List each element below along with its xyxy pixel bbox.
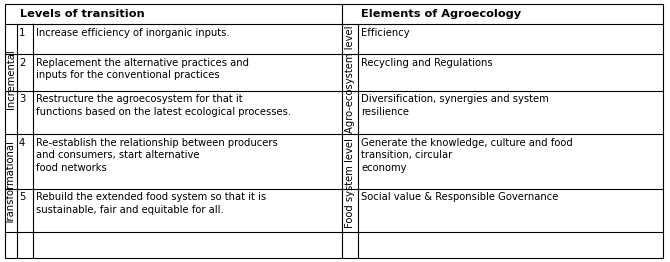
Text: Incremental: Incremental — [6, 49, 16, 109]
Text: 1: 1 — [19, 28, 25, 37]
Text: Recycling and Regulations: Recycling and Regulations — [361, 57, 492, 68]
Text: Efficiency: Efficiency — [361, 28, 409, 37]
Text: Replacement the alternative practices and
inputs for the conventional practices: Replacement the alternative practices an… — [36, 57, 249, 80]
Text: Transformational: Transformational — [6, 141, 16, 225]
Text: Diversification, synergies and system
resilience: Diversification, synergies and system re… — [361, 95, 549, 117]
Text: Elements of Agroecology: Elements of Agroecology — [361, 9, 521, 19]
Text: 2: 2 — [19, 57, 25, 68]
Text: Re-establish the relationship between producers
and consumers, start alternative: Re-establish the relationship between pr… — [36, 138, 278, 173]
Text: 3: 3 — [19, 95, 25, 105]
Text: Generate the knowledge, culture and food
transition, circular
economy: Generate the knowledge, culture and food… — [361, 138, 573, 173]
Text: Rebuild the extended food system so that it is
sustainable, fair and equitable f: Rebuild the extended food system so that… — [36, 193, 266, 215]
Text: Social value & Responsible Governance: Social value & Responsible Governance — [361, 193, 558, 203]
Text: 5: 5 — [19, 193, 25, 203]
Text: Food system level: Food system level — [345, 138, 355, 228]
Text: Levels of transition: Levels of transition — [20, 9, 145, 19]
Text: Restructure the agroecosystem for that it
functions based on the latest ecologic: Restructure the agroecosystem for that i… — [36, 95, 291, 117]
Text: 4: 4 — [19, 138, 25, 148]
Text: Agro-ecosystem level: Agro-ecosystem level — [345, 25, 355, 133]
Text: Increase efficiency of inorganic inputs.: Increase efficiency of inorganic inputs. — [36, 28, 230, 37]
